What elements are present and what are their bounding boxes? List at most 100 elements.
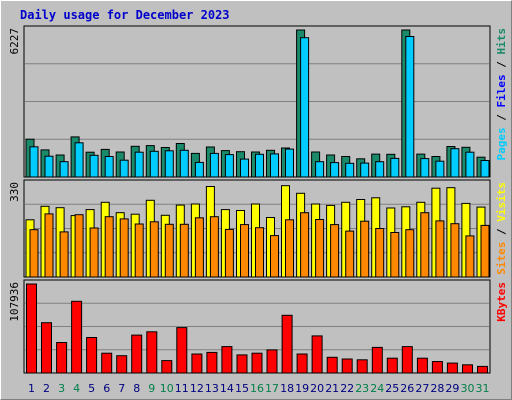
sites-bar — [179, 223, 189, 278]
files-bar — [255, 153, 264, 178]
sites-bar — [44, 213, 54, 278]
sites-bar — [375, 228, 385, 278]
kbytes-bar — [371, 346, 383, 374]
sites-bar — [435, 220, 445, 278]
kbytes-bar — [191, 353, 203, 374]
kbytes-bar — [431, 361, 443, 374]
sites-bar — [224, 228, 234, 278]
x-tick-label: 13 — [205, 382, 219, 395]
files-bar — [240, 158, 249, 178]
sites-bar — [134, 223, 144, 278]
files-bar — [405, 36, 415, 178]
files-bar — [330, 162, 340, 178]
kbytes-bar — [281, 314, 293, 374]
sites-bar — [450, 223, 460, 278]
x-tick-label: 4 — [73, 382, 80, 395]
files-bar — [420, 158, 430, 178]
kbytes-bar — [356, 359, 368, 374]
legend-part: / — [495, 108, 508, 128]
x-tick-label: 18 — [280, 382, 294, 395]
kbytes-bar — [401, 346, 413, 374]
kbytes-bar — [446, 362, 458, 374]
kbytes-bar — [266, 349, 278, 374]
x-tick-label: 30 — [461, 382, 475, 395]
x-tick-label: 22 — [340, 382, 354, 395]
kbytes-bar — [71, 300, 83, 374]
legend-part: Visits — [495, 182, 508, 222]
x-tick-label: 27 — [415, 382, 429, 395]
kbytes-bar — [477, 365, 488, 374]
x-tick-label: 23 — [355, 382, 369, 395]
x-tick-label: 10 — [160, 382, 174, 395]
sites-bar — [240, 224, 249, 278]
files-bar — [285, 148, 294, 178]
x-tick-label: 31 — [476, 382, 490, 395]
x-tick-label: 20 — [310, 382, 324, 395]
files-bar — [480, 160, 490, 178]
sites-bar — [405, 229, 415, 278]
kbytes-bar — [236, 354, 248, 374]
kbytes-bar — [161, 360, 173, 374]
x-tick-label: 26 — [400, 382, 414, 395]
kbytes-bar — [26, 283, 37, 374]
sites-bar — [390, 232, 400, 278]
sites-bar — [29, 229, 39, 278]
files-bar — [134, 151, 144, 178]
x-tick-label: 5 — [88, 382, 95, 395]
x-tick-label: 6 — [103, 382, 110, 395]
kbytes-bar — [311, 335, 323, 374]
files-bar — [194, 161, 204, 178]
files-bar — [315, 161, 325, 178]
kbytes-bar — [416, 357, 428, 374]
y-max-label: 330 — [8, 182, 21, 202]
kbytes-bar — [176, 327, 188, 374]
x-tick-label: 8 — [133, 382, 140, 395]
kbytes-bar — [296, 353, 308, 374]
legend-label: Sites / Visits — [495, 182, 508, 275]
files-bar — [465, 151, 475, 178]
kbytes-bar — [131, 334, 143, 374]
sites-bar — [480, 224, 490, 278]
sites-bar — [255, 227, 264, 278]
x-tick-label: 29 — [445, 382, 459, 395]
files-bar — [390, 157, 400, 178]
legend-part: Sites — [495, 242, 508, 275]
legend-part: Hits — [495, 28, 508, 55]
sites-bar — [420, 212, 430, 278]
files-bar — [59, 161, 69, 178]
files-bar — [74, 142, 84, 178]
kbytes-bar — [386, 357, 398, 374]
sites-bar — [104, 216, 114, 278]
y-max-label: 6227 — [8, 28, 21, 55]
kbytes-bar — [206, 351, 218, 374]
files-bar — [119, 159, 129, 178]
sites-bar — [164, 223, 174, 278]
files-bar — [164, 150, 174, 178]
kbytes-bar — [86, 337, 98, 374]
sites-bar — [149, 221, 159, 278]
files-bar — [450, 148, 460, 178]
kbytes-bar — [462, 364, 473, 374]
x-tick-label: 2 — [43, 382, 50, 395]
x-tick-label: 15 — [235, 382, 249, 395]
files-bar — [29, 146, 39, 178]
kbytes-bar — [101, 352, 113, 374]
sites-bar — [270, 235, 279, 278]
sites-bar — [89, 227, 99, 278]
sites-bar — [465, 235, 475, 278]
sites-bar — [119, 218, 129, 278]
legend-label: Pages / Files / Hits — [495, 28, 508, 161]
files-bar — [104, 156, 114, 178]
sites-bar — [330, 224, 340, 278]
sites-bar — [59, 231, 69, 278]
legend-part: / — [495, 222, 508, 242]
kbytes-bar — [341, 358, 353, 374]
sites-bar — [315, 219, 325, 278]
x-tick-label: 28 — [430, 382, 444, 395]
sites-bar — [300, 212, 310, 278]
x-tick-label: 9 — [148, 382, 155, 395]
legend-part: / — [495, 55, 508, 75]
files-bar — [209, 152, 219, 178]
sites-bar — [345, 230, 355, 278]
legend-part: KBytes — [495, 282, 508, 322]
